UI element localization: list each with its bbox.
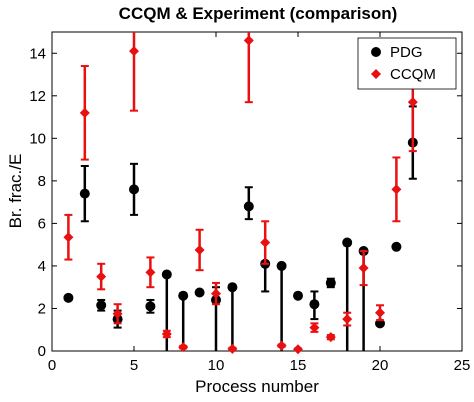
axis-ticks: 0 5 10 15 20 25 0 2 4 6 8 10 12 14: [29, 32, 470, 374]
x-axis-label: Process number: [195, 377, 319, 396]
ccqm-point: [276, 340, 287, 351]
legend: PDG CCQM: [357, 37, 457, 90]
x-tick-label: 25: [454, 357, 471, 374]
pdg-point: [161, 269, 172, 280]
chart-title: CCQM & Experiment (comparison): [119, 4, 398, 23]
ccqm-point: [178, 342, 189, 353]
x-tick-label: 5: [130, 357, 138, 374]
ccqm-point: [145, 267, 156, 278]
ccqm-point: [375, 307, 385, 318]
ccqm-point: [293, 344, 303, 355]
pdg-point: [227, 282, 238, 293]
pdg-point: [325, 277, 336, 288]
ccqm-point: [211, 288, 221, 299]
y-tick-label: 14: [29, 45, 46, 62]
pdg-point: [342, 237, 353, 248]
pdg-point: [194, 287, 205, 298]
ccqm-point: [391, 184, 402, 195]
y-tick-label: 2: [38, 300, 46, 317]
ccqm-point: [407, 97, 418, 108]
x-tick-label: 0: [48, 357, 56, 374]
ccqm-point: [194, 244, 205, 255]
ccqm-point: [129, 46, 139, 57]
pdg-point: [391, 241, 402, 252]
y-tick-label: 8: [38, 173, 46, 190]
pdg-point: [129, 184, 139, 195]
ccqm-point: [112, 308, 123, 319]
pdg-point: [145, 301, 156, 312]
legend-box: [357, 37, 457, 90]
y-tick-label: 4: [38, 258, 46, 275]
legend-marker-pdg: [371, 47, 381, 57]
ccqm-point: [63, 232, 74, 243]
legend-label-pdg: PDG: [390, 44, 423, 61]
pdg-point: [243, 201, 254, 212]
pdg-point: [178, 290, 189, 301]
ccqm-point: [309, 322, 320, 333]
y-tick-label: 6: [38, 215, 46, 232]
ccqm-point: [96, 271, 107, 282]
data-marks: [63, 32, 418, 355]
pdg-point: [79, 188, 90, 199]
ccqm-point: [358, 263, 369, 274]
legend-label-ccqm: CCQM: [390, 66, 436, 83]
ccqm-point: [342, 314, 353, 325]
pdg-point: [96, 300, 107, 311]
ccqm-point: [243, 35, 254, 46]
pdg-point: [293, 290, 303, 301]
ccqm-point: [161, 328, 172, 339]
y-tick-label: 12: [29, 88, 46, 105]
ccqm-point: [325, 332, 336, 343]
pdg-point: [309, 299, 320, 310]
pdg-point: [63, 292, 74, 303]
x-tick-label: 10: [208, 357, 225, 374]
y-tick-label: 0: [38, 343, 46, 360]
x-tick-label: 15: [290, 357, 307, 374]
pdg-point: [276, 260, 287, 271]
ccqm-point: [79, 107, 90, 118]
x-tick-label: 20: [372, 357, 389, 374]
ccqm-point: [260, 237, 271, 248]
ccqm-point: [227, 343, 238, 354]
y-axis-label: Br. frac./E: [6, 154, 25, 229]
y-tick-label: 10: [29, 130, 46, 147]
legend-marker-ccqm: [371, 69, 381, 79]
